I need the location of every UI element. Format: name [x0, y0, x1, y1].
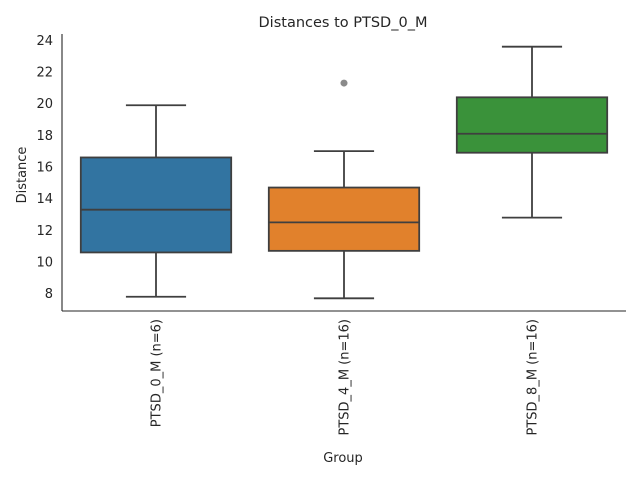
- y-tick-label: 12: [36, 224, 53, 239]
- chart-title: Distances to PTSD_0_M: [259, 15, 428, 31]
- x-axis-label: Group: [323, 451, 363, 466]
- box-iqr: [267, 186, 421, 252]
- plot-area: 8 10 12 14 16 18 20 22 24 PTSD_0_M (n=6) PTSD_4_M …: [36, 34, 626, 435]
- y-tick-label: 10: [36, 255, 53, 270]
- y-tick-label: 14: [36, 192, 53, 207]
- x-tick-label: PTSD_8_M (n=16): [526, 319, 541, 435]
- outlier-point: [340, 79, 348, 87]
- x-tick-label: PTSD_4_M (n=16): [338, 319, 353, 435]
- y-tick-label: 24: [36, 34, 53, 49]
- box-iqr: [79, 156, 233, 254]
- x-tick-label: PTSD_0_M (n=6): [150, 319, 165, 427]
- y-tick-label: 8: [45, 287, 53, 302]
- y-axis-label: Distance: [15, 147, 30, 204]
- y-tick-label: 18: [36, 129, 53, 144]
- y-tick-label: 16: [36, 160, 53, 175]
- y-tick-label: 20: [36, 97, 53, 112]
- y-tick-label: 22: [36, 65, 53, 80]
- box-iqr: [455, 96, 609, 154]
